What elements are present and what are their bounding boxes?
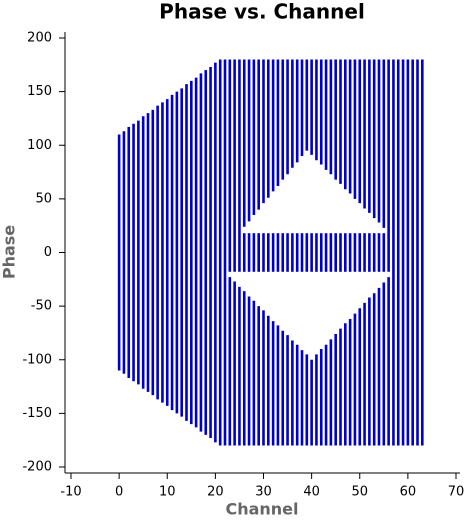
y-tick-label: -50	[31, 299, 52, 314]
x-tick-label: 70	[448, 485, 465, 500]
y-tick-label: -150	[22, 406, 52, 421]
y-tick-label: 100	[27, 138, 52, 153]
y-tick-label: -100	[22, 352, 52, 367]
y-tick-label: -200	[22, 460, 52, 475]
y-tick-label: 200	[27, 31, 52, 46]
x-tick-label: 10	[159, 485, 176, 500]
x-tick-label: 60	[400, 485, 417, 500]
y-axis-label: Phase	[0, 225, 19, 279]
x-axis-label: Channel	[225, 500, 298, 519]
x-tick-label: 50	[351, 485, 368, 500]
y-tick-label: 50	[35, 191, 52, 206]
x-tick-label: 0	[115, 485, 123, 500]
x-tick-label: -10	[60, 485, 81, 500]
x-tick-label: 40	[303, 485, 320, 500]
x-tick-label: 20	[207, 485, 224, 500]
chart-title: Phase vs. Channel	[159, 0, 365, 24]
y-tick-label: 0	[44, 245, 52, 260]
y-tick-label: 150	[27, 84, 52, 99]
x-tick-label: 30	[255, 485, 272, 500]
